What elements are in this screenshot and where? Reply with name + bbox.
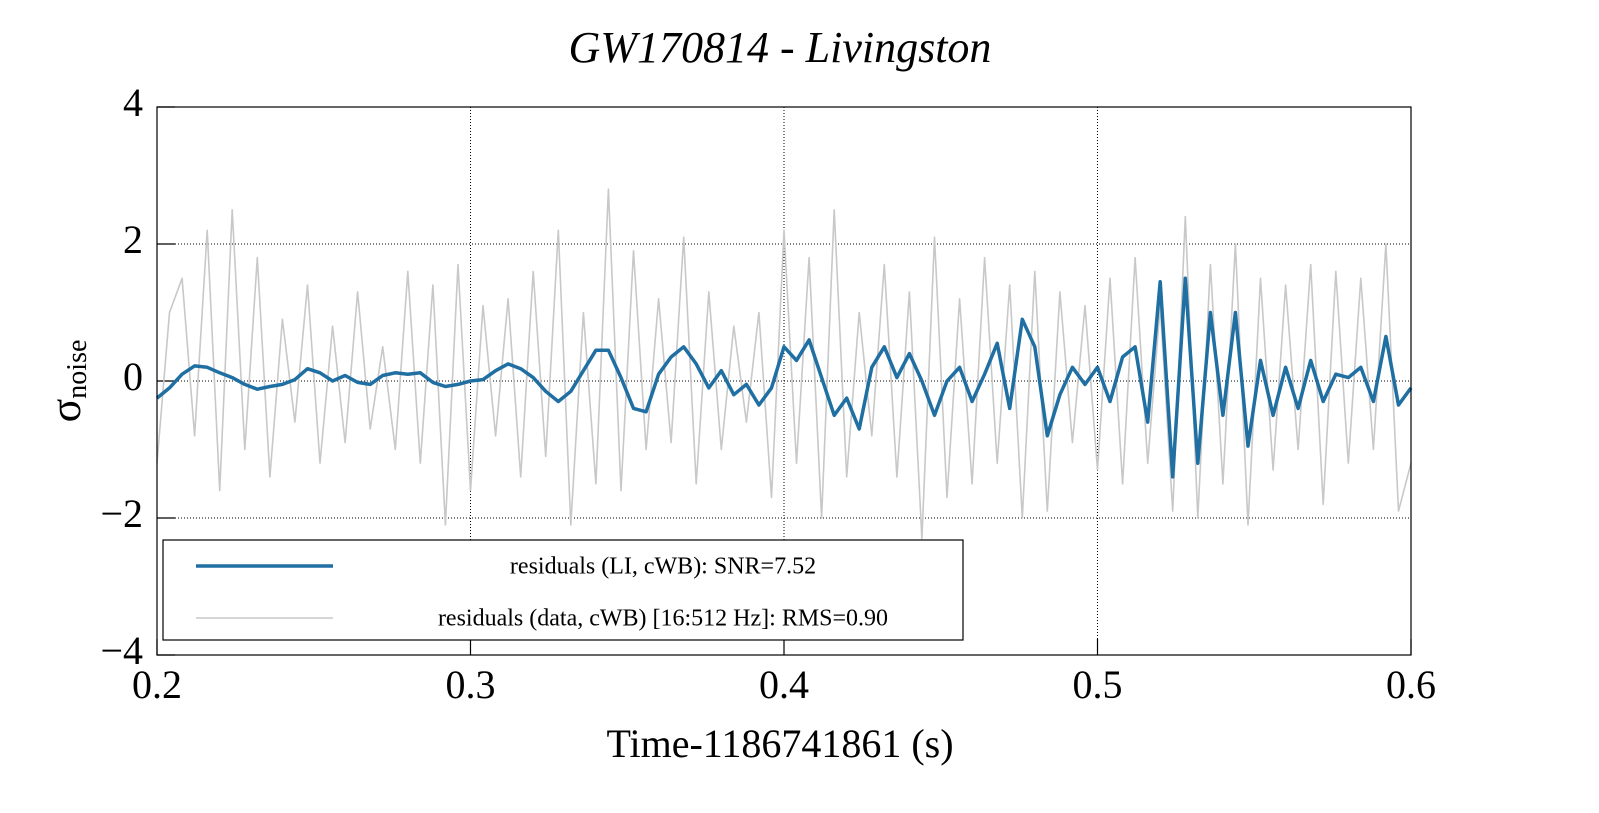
chart-title: GW170814 - Livingston <box>569 23 992 72</box>
y-tick-label: 0 <box>123 354 143 399</box>
y-tick-label: −4 <box>100 628 143 673</box>
legend-box <box>162 539 964 641</box>
y-label-main: σ <box>41 398 90 422</box>
series-line <box>155 276 1413 479</box>
y-label-symbol: σnoise <box>41 340 93 423</box>
x-tick-label: 0.6 <box>1386 662 1436 707</box>
y-tick-label: −2 <box>100 491 143 536</box>
plot-frame <box>156 106 1412 656</box>
y-axis-label: σnoise <box>41 340 93 423</box>
y-tick-label: 4 <box>123 80 143 125</box>
legend-label: residuals (data, cWB) [16:512 Hz]: RMS=0… <box>438 606 888 632</box>
y-tick-label: 2 <box>123 217 143 262</box>
x-axis-label: Time-1186741861 (s) <box>606 721 953 766</box>
x-tick-label: 0.3 <box>446 662 496 707</box>
legend-label: residuals (LI, cWB): SNR=7.52 <box>510 554 816 580</box>
x-tick-label: 0.2 <box>132 662 182 707</box>
y-label-sub: noise <box>62 340 93 399</box>
x-tick-label: 0.4 <box>759 662 809 707</box>
series-line <box>156 188 1412 540</box>
x-tick-label: 0.5 <box>1073 662 1123 707</box>
